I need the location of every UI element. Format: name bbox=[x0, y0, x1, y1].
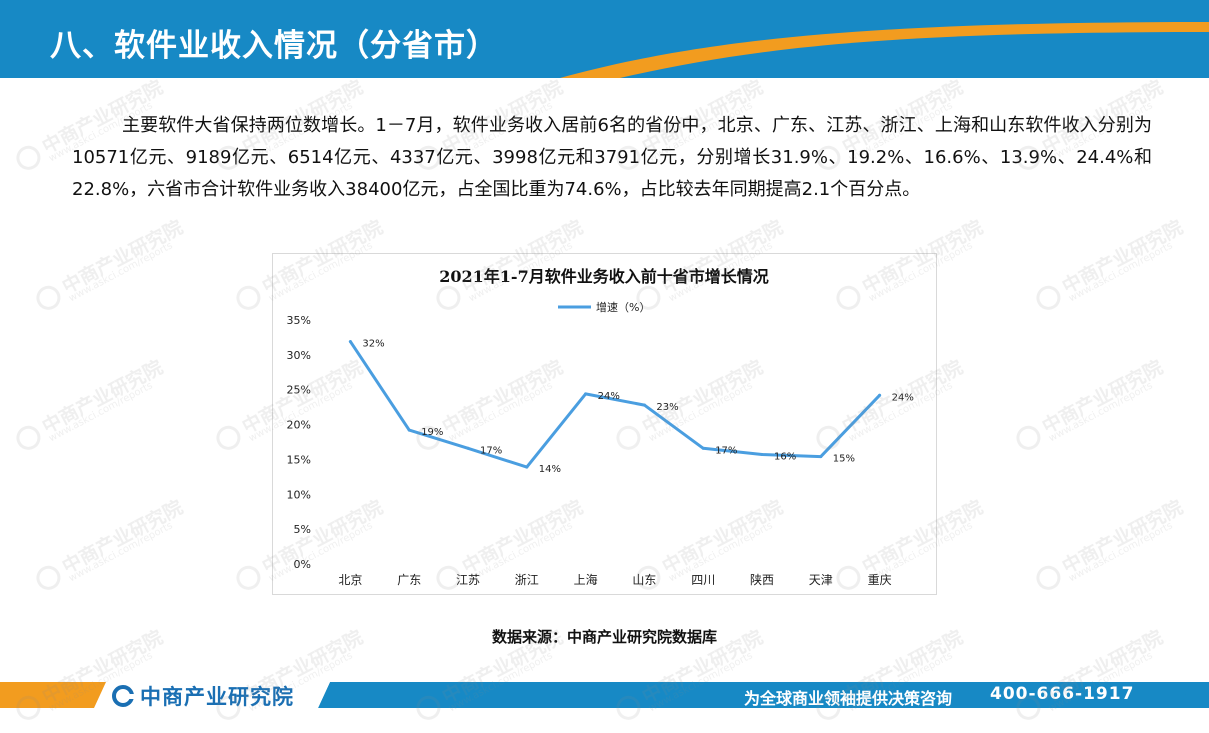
y-tick-label: 25% bbox=[287, 384, 311, 397]
x-tick-label: 上海 bbox=[574, 572, 598, 587]
data-label: 14% bbox=[539, 464, 561, 475]
chart-legend: 增速（%） bbox=[558, 300, 650, 314]
data-point bbox=[466, 446, 470, 450]
watermark-subtext: www.askci.com/reports bbox=[1047, 380, 1155, 445]
data-label: 17% bbox=[480, 445, 502, 456]
watermark-text: 中商产业研究院 bbox=[38, 356, 167, 439]
watermark-logo-icon bbox=[12, 421, 45, 455]
x-tick-label: 陕西 bbox=[750, 572, 774, 587]
data-point bbox=[819, 455, 823, 459]
data-source-note: 数据来源：中商产业研究院数据库 bbox=[491, 628, 717, 646]
watermark-subtext: www.askci.com/reports bbox=[67, 240, 175, 305]
watermark-text: 中商产业研究院 bbox=[58, 216, 187, 299]
data-label: 24% bbox=[892, 392, 914, 403]
watermark-logo-icon bbox=[1032, 281, 1065, 315]
footer-logo: 中商产业研究院 bbox=[112, 683, 294, 709]
watermark-logo-icon bbox=[32, 561, 65, 595]
data-point bbox=[701, 446, 705, 450]
y-tick-label: 20% bbox=[287, 419, 311, 432]
watermark-text: 中商产业研究院 bbox=[58, 496, 187, 579]
y-tick-label: 5% bbox=[294, 523, 311, 536]
watermark-text: 中商产业研究院 bbox=[1058, 496, 1187, 579]
watermark-subtext: www.askci.com/reports bbox=[1067, 240, 1175, 305]
x-tick-label: 山东 bbox=[632, 573, 656, 587]
watermark-text: 中商产业研究院 bbox=[1038, 356, 1167, 439]
data-label: 32% bbox=[362, 339, 384, 350]
data-label: 24% bbox=[598, 391, 620, 402]
data-point bbox=[584, 392, 588, 396]
x-tick-label: 四川 bbox=[691, 573, 715, 587]
data-labels: 32% 19% 17% 14% 24% 23% 17% 16% 15% 24% bbox=[362, 339, 913, 475]
y-axis: 0% 5% 10% 15% 20% 25% 30% 35% bbox=[287, 314, 311, 571]
data-label: 16% bbox=[774, 452, 796, 463]
logo-text: 中商产业研究院 bbox=[140, 685, 294, 709]
data-point bbox=[525, 465, 529, 469]
intro-paragraph: 主要软件大省保持两位数增长。1－7月，软件业务收入居前6名的省份中，北京、广东、… bbox=[72, 115, 1152, 200]
x-tick-label: 天津 bbox=[809, 573, 833, 587]
y-tick-label: 35% bbox=[287, 314, 311, 327]
y-tick-label: 10% bbox=[287, 488, 311, 501]
page-title: 八、软件业收入情况（分省市） bbox=[50, 28, 498, 64]
watermark-text: 中商产业研究院 bbox=[1058, 216, 1187, 299]
footer-bar bbox=[0, 682, 1209, 708]
watermark-subtext: www.askci.com/reports bbox=[1067, 520, 1175, 585]
chart-frame: 2021年1-7月软件业务收入前十省市增长情况 增速（%） 0% 5% 10% 15%… bbox=[272, 253, 937, 595]
legend-label: 增速（%） bbox=[596, 300, 650, 314]
series-growth-line bbox=[348, 340, 882, 469]
data-label: 23% bbox=[656, 402, 678, 413]
data-point bbox=[760, 453, 764, 457]
footer-slogan: 为全球商业领袖提供决策咨询 bbox=[744, 689, 953, 708]
watermark-logo-icon bbox=[232, 281, 265, 315]
data-label: 17% bbox=[715, 445, 737, 456]
x-tick-label: 江苏 bbox=[456, 573, 480, 587]
data-point bbox=[348, 340, 352, 344]
x-tick-label: 重庆 bbox=[868, 573, 892, 587]
watermark-subtext: www.askci.com/reports bbox=[67, 520, 175, 585]
x-tick-label: 浙江 bbox=[515, 573, 539, 587]
x-tick-label: 北京 bbox=[338, 573, 362, 587]
footer-phone: 400-666-1917 bbox=[990, 684, 1135, 704]
data-point bbox=[642, 403, 646, 407]
growth-line-chart: 2021年1-7月软件业务收入前十省市增长情况 增速（%） 0% 5% 10% 15%… bbox=[287, 267, 914, 587]
watermark-logo-icon bbox=[212, 421, 245, 455]
y-tick-label: 0% bbox=[294, 558, 311, 571]
watermark-subtext: www.askci.com/reports bbox=[47, 380, 155, 445]
x-tick-label: 广东 bbox=[397, 573, 421, 587]
x-axis: 北京 广东 江苏 浙江 上海 山东 四川 陕西 天津 重庆 bbox=[338, 572, 891, 587]
watermark-logo-icon bbox=[1032, 561, 1065, 595]
watermark-logo-icon bbox=[1012, 421, 1045, 455]
data-label: 19% bbox=[421, 427, 443, 438]
logo-c-icon bbox=[112, 685, 135, 707]
series-line bbox=[348, 340, 882, 469]
chart-title: 2021年1-7月软件业务收入前十省市增长情况 bbox=[439, 267, 768, 286]
watermark-logo-icon bbox=[32, 281, 65, 315]
data-label: 15% bbox=[833, 454, 855, 465]
y-tick-label: 15% bbox=[287, 453, 311, 466]
watermark-logo-icon bbox=[232, 561, 265, 595]
header-bar bbox=[0, 0, 1209, 78]
data-point bbox=[878, 393, 882, 397]
y-tick-label: 30% bbox=[287, 349, 311, 362]
watermark-logo-icon bbox=[12, 141, 45, 175]
data-point bbox=[407, 428, 411, 432]
